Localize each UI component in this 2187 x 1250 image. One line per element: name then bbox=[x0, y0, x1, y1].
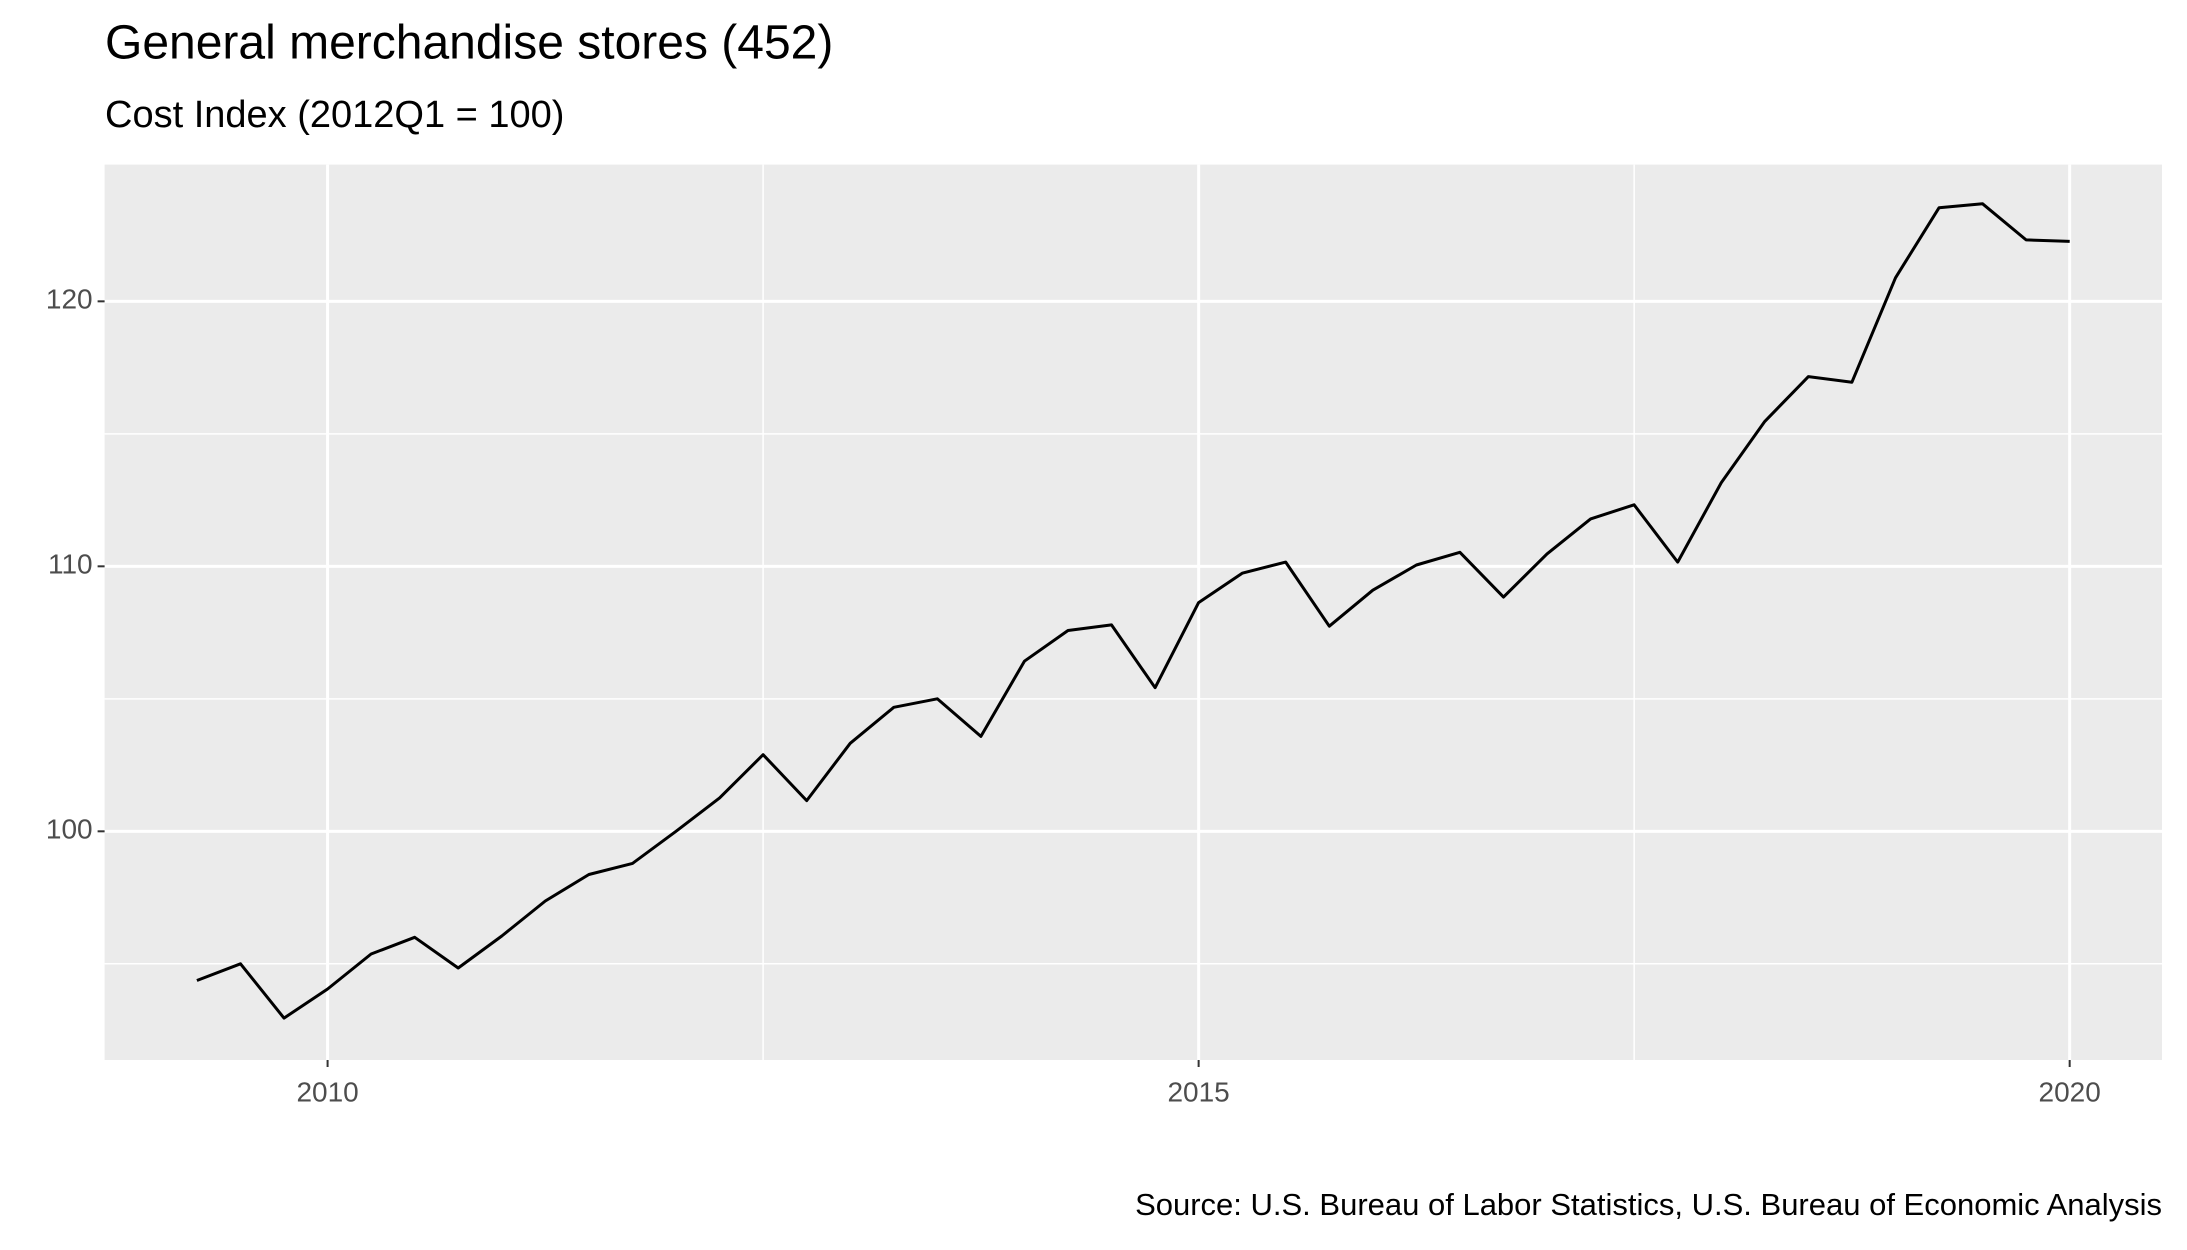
y-tick-label: 110 bbox=[48, 549, 93, 580]
plot-panel bbox=[104, 164, 2162, 1061]
x-tick-label: 2020 bbox=[2039, 1076, 2101, 1107]
x-tick-label: 2015 bbox=[1167, 1076, 1229, 1107]
y-tick-label: 120 bbox=[46, 284, 93, 315]
chart-title: General merchandise stores (452) bbox=[105, 17, 833, 70]
caption: Source: U.S. Bureau of Labor Statistics,… bbox=[1135, 1187, 2162, 1222]
data-line bbox=[196, 202, 2070, 1020]
x-tick-label: 2010 bbox=[296, 1076, 358, 1107]
y-tick-label: 100 bbox=[46, 814, 93, 845]
chart-subtitle: Cost Index (2012Q1 = 100) bbox=[105, 94, 564, 136]
